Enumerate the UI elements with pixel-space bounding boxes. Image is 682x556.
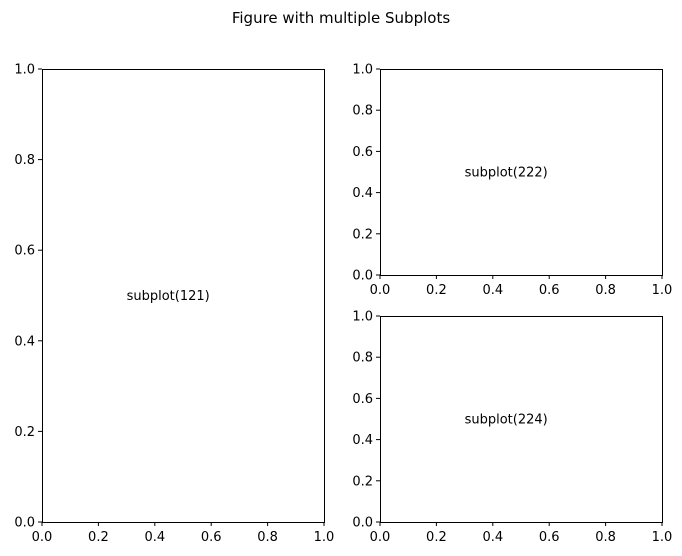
axes-121: 0.0 0.2 0.4 0.6 0.8 1.0 0.0 0.2 0.4 0.6 0.8 1.0 subp… — [14, 63, 334, 546]
x-tick-label: 0.2 — [88, 530, 109, 545]
x-tick-label: 0.0 — [32, 530, 53, 545]
y-tick-label: 0.2 — [14, 425, 35, 440]
x-tick-label: 0.6 — [539, 530, 560, 545]
subplot-annotation: subplot(222) — [465, 166, 548, 181]
x-tick-label: 0.4 — [482, 283, 503, 298]
x-tick-label: 0.8 — [595, 530, 616, 545]
x-tick-label: 0.4 — [482, 530, 503, 545]
x-tick-label: 0.8 — [595, 283, 616, 298]
y-tick-label: 0.6 — [352, 392, 373, 407]
x-tick-label: 0.0 — [370, 530, 391, 545]
x-tick-label: 1.0 — [314, 530, 335, 545]
x-tick-label: 0.8 — [257, 530, 278, 545]
x-tick-label: 0.2 — [426, 283, 447, 298]
axes-222: 0.0 0.2 0.4 0.6 0.8 1.0 0.0 0.2 0.4 0.6 0.8 1.0 subp… — [352, 63, 672, 299]
axes-container: 0.0 0.2 0.4 0.6 0.8 1.0 0.0 0.2 0.4 0.6 0.8 1.0 subp… — [14, 63, 672, 546]
y-tick-label: 0.8 — [352, 104, 373, 119]
axes-frame — [380, 316, 663, 523]
y-tick-label: 1.0 — [352, 63, 373, 78]
y-tick-label: 1.0 — [352, 310, 373, 325]
y-tick-label: 0.2 — [352, 227, 373, 242]
y-tick-label: 0.8 — [14, 153, 35, 168]
y-tick-label: 0.2 — [352, 474, 373, 489]
axes-frame — [42, 69, 325, 523]
y-tick-label: 0.8 — [352, 351, 373, 366]
y-tick-label: 0.6 — [14, 244, 35, 259]
x-tick-label: 0.6 — [201, 530, 222, 545]
figure-title: Figure with multiple Subplots — [232, 9, 450, 27]
y-tick-label: 0.4 — [14, 334, 35, 349]
x-tick-label: 0.4 — [144, 530, 165, 545]
axes-224: 0.0 0.2 0.4 0.6 0.8 1.0 0.0 0.2 0.4 0.6 0.8 1.0 subp… — [352, 310, 672, 546]
x-tick-label: 0.6 — [539, 283, 560, 298]
y-tick-label: 0.0 — [352, 516, 373, 531]
subplot-annotation: subplot(121) — [127, 289, 210, 304]
x-tick-label: 0.2 — [426, 530, 447, 545]
y-tick-label: 1.0 — [14, 63, 35, 78]
y-tick-label: 0.6 — [352, 145, 373, 160]
x-tick-label: 1.0 — [652, 530, 673, 545]
x-tick-label: 0.0 — [370, 283, 391, 298]
y-tick-label: 0.0 — [14, 516, 35, 531]
y-tick-label: 0.0 — [352, 269, 373, 284]
x-tick-label: 1.0 — [652, 283, 673, 298]
y-tick-label: 0.4 — [352, 186, 373, 201]
subplot-annotation: subplot(224) — [465, 413, 548, 428]
axes-frame — [380, 69, 663, 276]
y-tick-label: 0.4 — [352, 433, 373, 448]
